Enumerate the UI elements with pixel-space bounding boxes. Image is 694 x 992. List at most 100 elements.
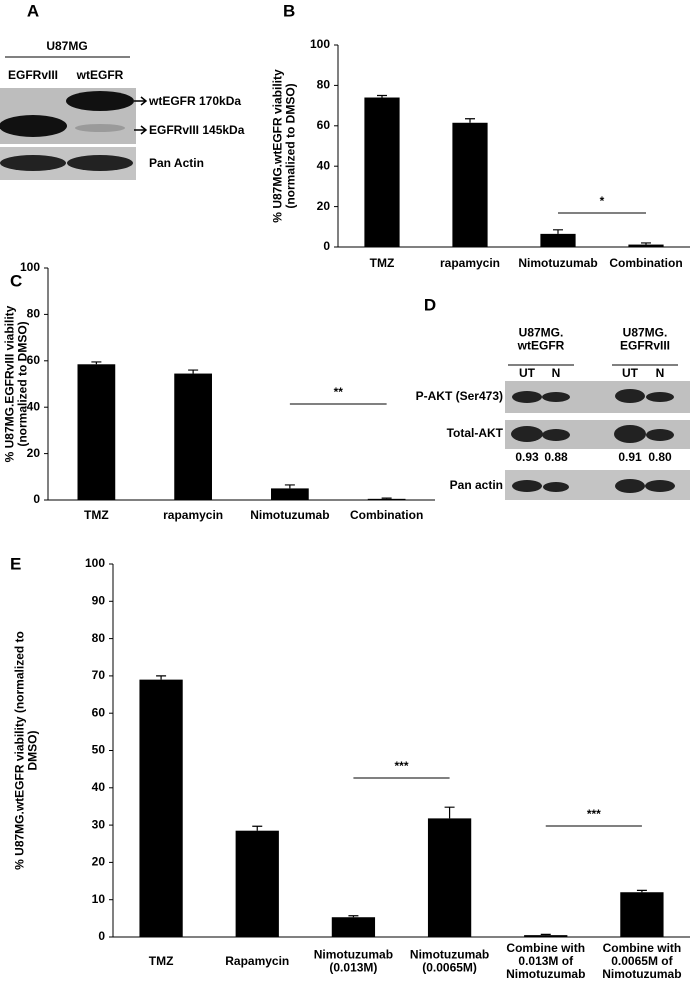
error-bar bbox=[636, 889, 647, 893]
significance: *** bbox=[587, 807, 601, 821]
x-tick-label: Nimotuzumab (0.0065M) bbox=[410, 948, 489, 975]
y-tick-label: 20 bbox=[317, 199, 331, 213]
y-tick-label: 40 bbox=[317, 158, 331, 172]
row-label: Total-AKT bbox=[447, 426, 504, 440]
y-tick-label: 80 bbox=[27, 307, 41, 321]
arrow bbox=[134, 96, 148, 135]
error-bar bbox=[381, 497, 392, 499]
lane-label: N bbox=[552, 366, 561, 380]
y-tick-label: 50 bbox=[92, 743, 106, 757]
marker-label: Pan Actin bbox=[149, 156, 204, 170]
lane-label: wtEGFR bbox=[76, 68, 124, 82]
error-bar bbox=[156, 675, 167, 680]
bar bbox=[235, 830, 279, 937]
y-tick-label: 10 bbox=[92, 892, 106, 906]
group-label: U87MG. EGFRvIII bbox=[620, 326, 670, 353]
error-bar bbox=[91, 361, 102, 365]
error-bar bbox=[553, 229, 563, 234]
bar bbox=[367, 498, 406, 500]
x-tick-label: Combine with 0.013M of Nimotuzumab bbox=[506, 941, 585, 981]
error-bar bbox=[284, 484, 295, 489]
bar bbox=[139, 679, 183, 937]
bar bbox=[364, 97, 400, 248]
band bbox=[0, 155, 66, 171]
chart: E % U87MG.wtEGFR viability (normalized to… bbox=[10, 554, 690, 981]
error-bar bbox=[444, 806, 455, 819]
panel-label: C bbox=[10, 271, 22, 290]
x-tick-label: Nimotuzumab bbox=[250, 508, 329, 522]
bar bbox=[620, 892, 664, 937]
x-tick-label: Nimotuzumab (0.013M) bbox=[314, 948, 393, 975]
y-tick-label: 80 bbox=[92, 631, 106, 645]
chart: C % U87MG.EGFRvIII viability(normalized t… bbox=[3, 260, 435, 522]
row-label: Pan actin bbox=[450, 478, 503, 492]
significance: *** bbox=[394, 759, 408, 773]
lane-label: EGFRvIII bbox=[8, 68, 58, 82]
bar bbox=[271, 488, 309, 500]
x-tick-label: rapamycin bbox=[440, 256, 500, 270]
error-bar bbox=[641, 242, 651, 245]
ratio: 0.93 bbox=[515, 450, 539, 464]
y-tick-label: 30 bbox=[92, 817, 106, 831]
y-axis-label: % U87MG.wtEGFR viability (normalized toD… bbox=[13, 631, 40, 870]
lane-label: UT bbox=[622, 366, 639, 380]
y-tick-label: 100 bbox=[20, 260, 40, 274]
error-bar bbox=[377, 94, 387, 98]
y-tick-label: 100 bbox=[85, 556, 105, 570]
ratio: 0.91 bbox=[618, 450, 642, 464]
band bbox=[75, 124, 125, 132]
significance: * bbox=[600, 194, 605, 208]
y-tick-label: 20 bbox=[27, 446, 41, 460]
y-tick-label: 100 bbox=[310, 37, 330, 51]
bar bbox=[174, 373, 212, 500]
y-tick-label: 70 bbox=[92, 668, 106, 682]
error-bar bbox=[188, 369, 199, 374]
blot-a: A U87MG EGFRvIII wtEGFR wtEGFR 170kDa EG… bbox=[0, 1, 245, 180]
y-tick-label: 0 bbox=[323, 239, 330, 253]
x-tick-label: Rapamycin bbox=[225, 954, 289, 968]
group-label: U87MG. wtEGFR bbox=[517, 326, 565, 353]
bar bbox=[540, 233, 576, 247]
ratio: 0.80 bbox=[648, 450, 672, 464]
y-tick-label: 60 bbox=[27, 353, 41, 367]
bar bbox=[452, 122, 488, 247]
bar bbox=[524, 935, 568, 937]
ratio: 0.88 bbox=[544, 450, 568, 464]
x-tick-label: Nimotuzumab bbox=[518, 256, 597, 270]
x-tick-label: Combine with 0.0065M of Nimotuzumab bbox=[602, 941, 681, 981]
y-tick-label: 60 bbox=[317, 118, 331, 132]
error-bar bbox=[252, 825, 263, 831]
lane-label: UT bbox=[519, 366, 536, 380]
blot-d: D U87MG. wtEGFR U87MG. EGFRvIII UT N UT N … bbox=[416, 295, 690, 500]
y-tick-label: 40 bbox=[92, 780, 106, 794]
y-tick-label: 60 bbox=[92, 705, 106, 719]
y-tick-label: 0 bbox=[33, 492, 40, 506]
cell-line: U87MG bbox=[46, 39, 87, 53]
error-bar bbox=[540, 933, 551, 936]
band bbox=[67, 155, 133, 171]
band bbox=[66, 91, 134, 111]
lane-label: N bbox=[656, 366, 665, 380]
panel-label: B bbox=[283, 1, 295, 20]
bar bbox=[77, 364, 116, 500]
x-tick-label: TMZ bbox=[370, 256, 395, 270]
chart: B % U87MG.wtEGFR viability(normalized to … bbox=[271, 1, 690, 270]
error-bar bbox=[465, 118, 475, 123]
y-axis-label: % U87MG.EGFRvIII viability(normalized to… bbox=[3, 305, 30, 462]
y-tick-label: 40 bbox=[27, 399, 41, 413]
bar bbox=[427, 818, 472, 937]
y-tick-label: 20 bbox=[92, 855, 106, 869]
panel-label: D bbox=[424, 295, 436, 314]
bands bbox=[511, 389, 675, 493]
marker-label: wtEGFR 170kDa bbox=[148, 94, 241, 108]
y-tick-label: 90 bbox=[92, 593, 106, 607]
marker-label: EGFRvIII 145kDa bbox=[149, 123, 245, 137]
x-tick-label: Combination bbox=[350, 508, 423, 522]
band bbox=[0, 115, 67, 137]
bar bbox=[331, 917, 376, 937]
x-tick-label: Combination bbox=[609, 256, 682, 270]
y-axis-label: % U87MG.wtEGFR viability(normalized to D… bbox=[271, 69, 298, 223]
x-tick-label: TMZ bbox=[149, 954, 174, 968]
error-bar bbox=[348, 915, 359, 918]
